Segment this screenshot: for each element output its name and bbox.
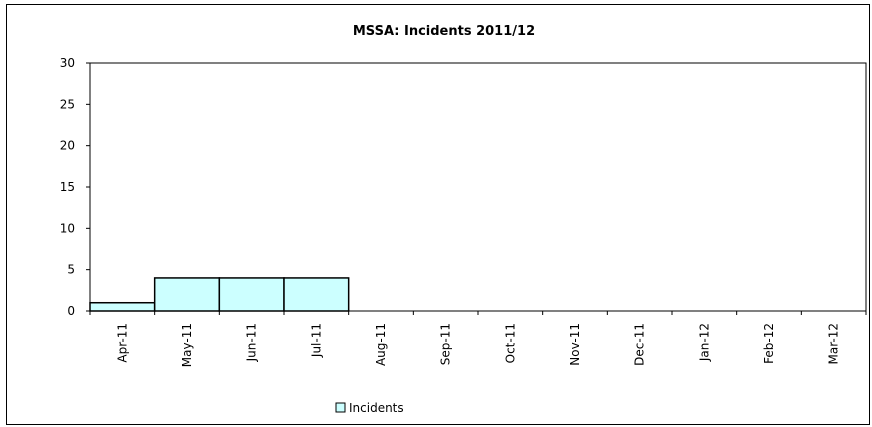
x-tick-label: Nov-11 xyxy=(568,323,582,366)
legend: Incidents xyxy=(335,401,404,415)
x-tick-label: Feb-12 xyxy=(762,323,776,364)
bar xyxy=(153,277,221,312)
plot-border xyxy=(89,62,867,312)
plot-area: 0 5 10 15 20 25 30 Apr-11 May-11 Jun-11 Jul-11 Aug-… xyxy=(60,56,867,367)
x-tick-label: Oct-11 xyxy=(503,323,517,363)
x-tick-label: Mar-12 xyxy=(827,323,841,364)
legend-label: Incidents xyxy=(349,401,404,415)
bar xyxy=(218,277,285,312)
x-tick-label: Jan-12 xyxy=(697,323,711,362)
y-tick-label: 20 xyxy=(60,139,75,153)
y-tick-label: 15 xyxy=(60,180,75,194)
x-tick-label: Dec-11 xyxy=(633,323,647,366)
x-tick-label: Aug-11 xyxy=(374,323,388,366)
x-tick-label: May-11 xyxy=(180,323,194,367)
y-tick-label: 5 xyxy=(67,263,75,277)
bar xyxy=(89,301,156,312)
chart-svg: MSSA: Incidents 2011/12 0 5 10 15 20 25 30 Apr-… xyxy=(60,24,867,415)
x-tick-label: Jul-11 xyxy=(309,323,323,358)
bar xyxy=(283,277,350,312)
y-tick-label: 25 xyxy=(60,97,75,111)
x-tick-label: Apr-11 xyxy=(115,323,129,363)
legend-swatch xyxy=(335,402,346,413)
y-tick-label: 30 xyxy=(60,56,75,70)
y-tick-label: 0 xyxy=(67,304,75,318)
chart-frame: MSSA: Incidents 2011/12 0 5 10 15 20 25 30 Apr-… xyxy=(6,4,870,425)
x-tick-label: Sep-11 xyxy=(439,323,453,365)
chart-title: MSSA: Incidents 2011/12 xyxy=(353,24,535,39)
y-tick-label: 10 xyxy=(60,221,75,235)
x-tick-label: Jun-11 xyxy=(245,323,259,362)
